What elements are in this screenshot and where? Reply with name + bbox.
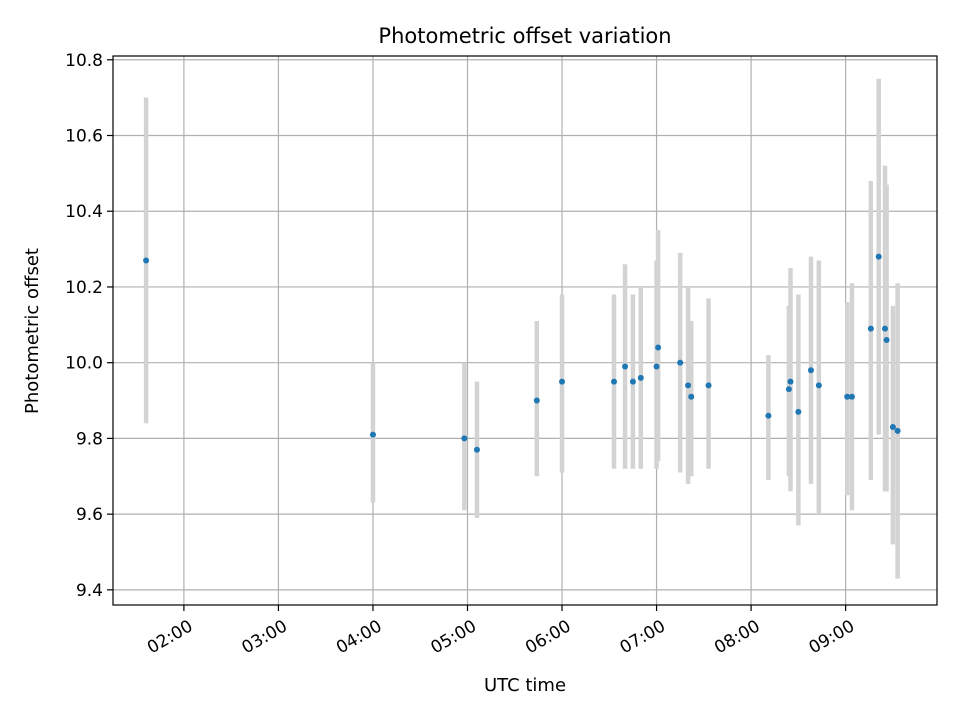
data-point xyxy=(787,378,794,385)
x-tick-label: 03:00 xyxy=(238,616,290,658)
y-tick-label: 10.0 xyxy=(65,354,103,374)
chart-title: Photometric offset variation xyxy=(378,24,671,48)
data-point xyxy=(848,393,855,400)
data-point xyxy=(677,359,684,366)
errorbar-layer xyxy=(143,78,900,579)
data-point xyxy=(688,393,695,400)
point-layer xyxy=(143,253,901,453)
y-tick-label: 10.2 xyxy=(65,278,103,298)
x-tick-label: 04:00 xyxy=(333,616,385,658)
data-point xyxy=(461,435,468,442)
grid-layer xyxy=(113,56,937,605)
data-point xyxy=(705,382,712,389)
x-tick-label: 08:00 xyxy=(711,616,763,658)
x-tick-label: 02:00 xyxy=(144,616,196,658)
data-point xyxy=(655,344,662,351)
data-point xyxy=(622,363,629,370)
data-point xyxy=(685,382,692,389)
data-point xyxy=(611,378,618,385)
data-point xyxy=(653,363,660,370)
data-point xyxy=(867,325,874,332)
data-point xyxy=(795,408,802,415)
data-point xyxy=(533,397,540,404)
y-axis-label: Photometric offset xyxy=(22,248,43,414)
data-point xyxy=(143,257,150,264)
x-tick-label: 07:00 xyxy=(617,616,669,658)
data-point xyxy=(369,431,376,438)
y-tick-label: 10.6 xyxy=(65,127,103,147)
data-point xyxy=(765,412,772,419)
y-tick-label: 10.8 xyxy=(65,51,103,71)
data-point xyxy=(815,382,822,389)
data-point xyxy=(473,446,480,453)
data-point xyxy=(785,386,792,393)
x-tick-label: 09:00 xyxy=(806,616,858,658)
data-point xyxy=(883,336,890,343)
y-tick-label: 9.6 xyxy=(76,505,103,525)
x-axis-label: UTC time xyxy=(484,675,566,696)
y-tick-label: 9.8 xyxy=(76,429,103,449)
data-point xyxy=(637,374,644,381)
x-tick-label: 06:00 xyxy=(522,616,574,658)
data-point xyxy=(629,378,636,385)
x-tick-label: 05:00 xyxy=(428,616,480,658)
y-tick-label: 9.4 xyxy=(76,581,103,601)
data-point xyxy=(875,253,882,260)
data-point xyxy=(882,325,889,332)
data-point xyxy=(894,427,901,434)
y-tick-label: 10.4 xyxy=(65,202,103,222)
y-axis-ticks: 9.4 9.6 9.8 10.0 10.2 10.4 10.6 10.8 xyxy=(65,51,113,601)
data-point xyxy=(889,424,896,431)
data-point xyxy=(807,367,814,374)
data-point xyxy=(844,393,851,400)
plot-frame xyxy=(112,55,938,606)
x-axis-ticks: 02:00 03:00 04:00 05:00 06:00 07:00 08:00 09:00 xyxy=(144,605,858,658)
data-point xyxy=(559,378,566,385)
